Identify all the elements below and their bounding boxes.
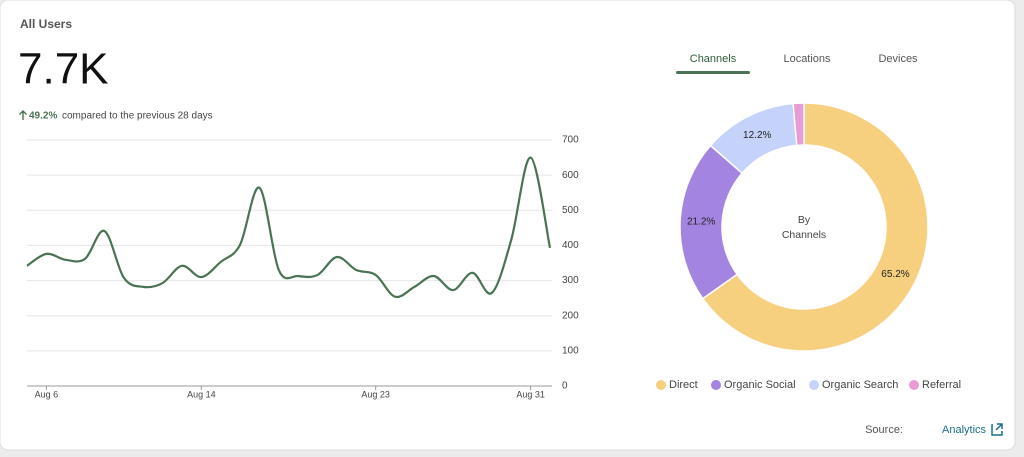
legend-label: Direct [669,379,698,391]
slice-label: 65.2% [881,269,909,280]
tab[interactable]: Locations [783,53,831,65]
legend-swatch [656,380,666,390]
big-value: 7.7K [18,45,109,94]
x-tick-label: Aug 6 [35,389,59,399]
y-tick-label: 0 [562,381,568,392]
line-series [26,156,552,299]
external-icon[interactable] [991,423,1003,436]
legend-swatch [711,380,721,390]
y-tick-label: 600 [562,170,579,181]
x-tick-label: Aug 23 [361,389,390,399]
y-tick-label: 200 [562,310,579,321]
card-title: All Users [20,17,72,31]
y-tick-label: 400 [562,240,579,251]
x-tick-label: Aug 14 [187,389,216,399]
tab-underline [676,71,750,74]
source-label: Source: [865,424,903,436]
legend-label: Referral [922,379,961,391]
tab[interactable]: Devices [878,53,918,65]
y-tick-label: 100 [562,345,579,356]
up-arrow [19,110,27,120]
legend-label: Organic Social [724,379,796,391]
x-tick-label: Aug 31 [516,389,545,399]
slice-label: 12.2% [743,130,771,141]
y-tick-label: 500 [562,205,579,216]
center-label: By [798,214,811,226]
legend-swatch [809,380,819,390]
y-tick-label: 700 [562,135,579,146]
legend-label: Organic Search [822,379,898,391]
center-label: Channels [782,229,826,241]
donut-slice [701,102,929,352]
legend-swatch [909,380,919,390]
change: 49.2% [29,111,57,122]
comparison: compared to the previous 28 days [62,111,213,122]
tab[interactable]: Channels [690,53,737,65]
y-tick-label: 300 [562,275,579,286]
slice-label: 21.2% [687,216,715,227]
source-link[interactable]: Analytics [942,424,987,436]
donut-slice [792,102,805,147]
